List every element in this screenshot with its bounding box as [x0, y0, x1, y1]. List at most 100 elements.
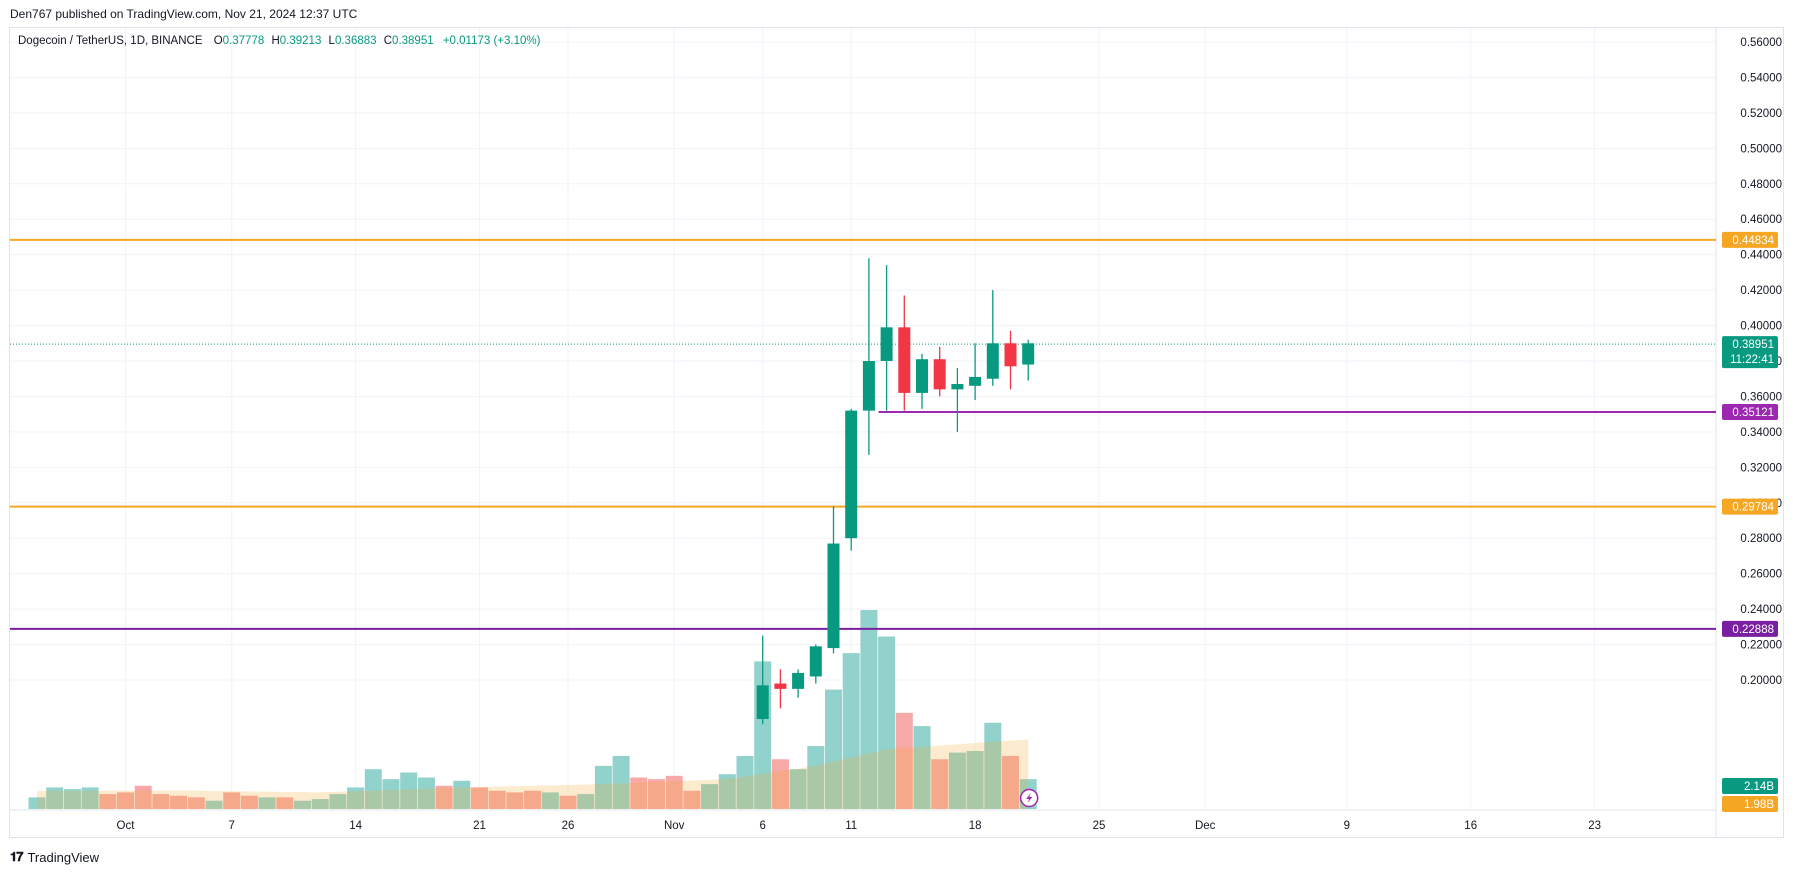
candle[interactable] [1004, 330, 1017, 390]
candle-body [774, 683, 787, 689]
volume-bar [913, 726, 931, 809]
volume-bar [364, 769, 382, 809]
x-tick-label: 18 [969, 820, 982, 832]
legend-high-label: H [271, 35, 280, 47]
resistance-high-badge-label: 0.44834 [1732, 235, 1774, 247]
candle-body [792, 672, 805, 689]
volume-bar [99, 794, 117, 809]
x-tick-label: Nov [664, 820, 685, 832]
y-tick-label: 0.36000 [1740, 391, 1782, 403]
candle[interactable] [898, 295, 911, 411]
volume-ma-area [37, 739, 1029, 809]
candle[interactable] [880, 265, 893, 411]
x-tick-label: 26 [562, 820, 575, 832]
candle-body [898, 327, 911, 393]
volume-bar [825, 689, 842, 809]
volume-bar [488, 790, 506, 809]
x-tick-label: 11 [845, 820, 857, 832]
support-mid-badge-label: 0.35121 [1732, 407, 1774, 419]
y-tick-label: 0.52000 [1740, 108, 1782, 120]
y-tick-label: 0.42000 [1740, 285, 1782, 297]
volume-bar [134, 785, 152, 809]
y-tick-label: 0.32000 [1740, 462, 1782, 474]
candle[interactable] [986, 290, 999, 386]
tradingview-logo[interactable]: 𝟏𝟕 TradingView [10, 849, 99, 865]
volume-bar [612, 755, 630, 809]
y-tick-label: 0.54000 [1740, 72, 1782, 84]
y-tick-label: 0.40000 [1740, 321, 1782, 333]
volume-bar [577, 794, 595, 809]
candle-body [916, 359, 928, 393]
volume-bar [81, 787, 99, 809]
volume-bar [117, 792, 134, 809]
candle-body [1022, 343, 1035, 365]
volume-bar [347, 787, 365, 809]
volume-bar [28, 797, 46, 809]
y-tick-label: 0.46000 [1740, 214, 1782, 226]
x-tick-label: Dec [1195, 820, 1216, 832]
volume-bar [382, 779, 400, 809]
y-tick-label: 0.50000 [1740, 143, 1782, 155]
candle[interactable] [756, 635, 769, 725]
candle[interactable] [951, 368, 964, 432]
candle[interactable] [827, 506, 840, 654]
volume-bar [170, 795, 188, 809]
volume-bar [1002, 755, 1019, 809]
legend-close-value: 0.38951 [392, 35, 434, 47]
volume-bar [895, 712, 913, 809]
candle[interactable] [792, 669, 805, 698]
volume-ma-badge: 1.98B [1722, 796, 1778, 812]
y-tick-label: 0.28000 [1740, 533, 1782, 545]
x-tick-label: 14 [349, 820, 362, 832]
volume-bar [771, 759, 789, 809]
lightning-icon[interactable] [1019, 788, 1039, 808]
support-low-badge: 0.22888 [1722, 620, 1778, 637]
candle-body [969, 376, 982, 386]
volume-bar [842, 653, 860, 809]
last-price-label: 0.38951 [1732, 339, 1774, 351]
volume-bar [948, 752, 966, 809]
volume-bar [648, 779, 665, 809]
support-mid-badge: 0.35121 [1722, 404, 1778, 421]
candle[interactable] [916, 353, 928, 409]
volume-bar [630, 777, 648, 809]
volume-bar [524, 790, 542, 809]
legend-symbol: Dogecoin / TetherUS, 1D, BINANCE [18, 35, 203, 47]
candle-body [862, 361, 875, 411]
candle[interactable] [969, 343, 982, 400]
candle-body [827, 543, 840, 649]
candle[interactable] [1022, 339, 1035, 381]
volume-bar [984, 722, 1002, 809]
volume-bar [63, 789, 81, 809]
volume-bar [683, 790, 701, 809]
volume-bar [453, 780, 471, 809]
candle[interactable] [845, 408, 858, 551]
resistance-high-badge: 0.44834 [1722, 231, 1778, 248]
volume-bar [559, 795, 577, 809]
volume-bar [435, 785, 453, 809]
volume-bar [294, 800, 311, 809]
legend-low-label: L [328, 35, 335, 47]
candle[interactable] [809, 644, 822, 684]
volume-bar [878, 636, 896, 809]
volume-bar [789, 769, 807, 809]
legend-low-value: 0.36883 [334, 35, 377, 47]
volume-ma-badge-label: 1.98B [1744, 799, 1774, 811]
chart-legend: Dogecoin / TetherUS, 1D, BINANCE O0.3777… [18, 35, 540, 47]
tradingview-brand: TradingView [27, 849, 100, 865]
candle[interactable] [774, 669, 787, 709]
resistance-mid-badge-label: 0.29784 [1732, 502, 1774, 514]
candle-body [845, 410, 858, 539]
publish-info: Den767 published on TradingView.com, Nov… [10, 7, 358, 21]
x-tick-label: 23 [1588, 820, 1601, 832]
legend-close-label: C [383, 35, 393, 47]
candle[interactable] [862, 258, 875, 455]
volume-bar [718, 774, 736, 809]
candle[interactable] [933, 346, 946, 397]
last-price-badge: 0.38951 11:22:41 [1722, 336, 1778, 369]
volume-bar [931, 759, 949, 809]
volume-bar [152, 794, 170, 809]
candle-body [880, 327, 893, 361]
y-tick-label: 0.48000 [1740, 179, 1782, 191]
